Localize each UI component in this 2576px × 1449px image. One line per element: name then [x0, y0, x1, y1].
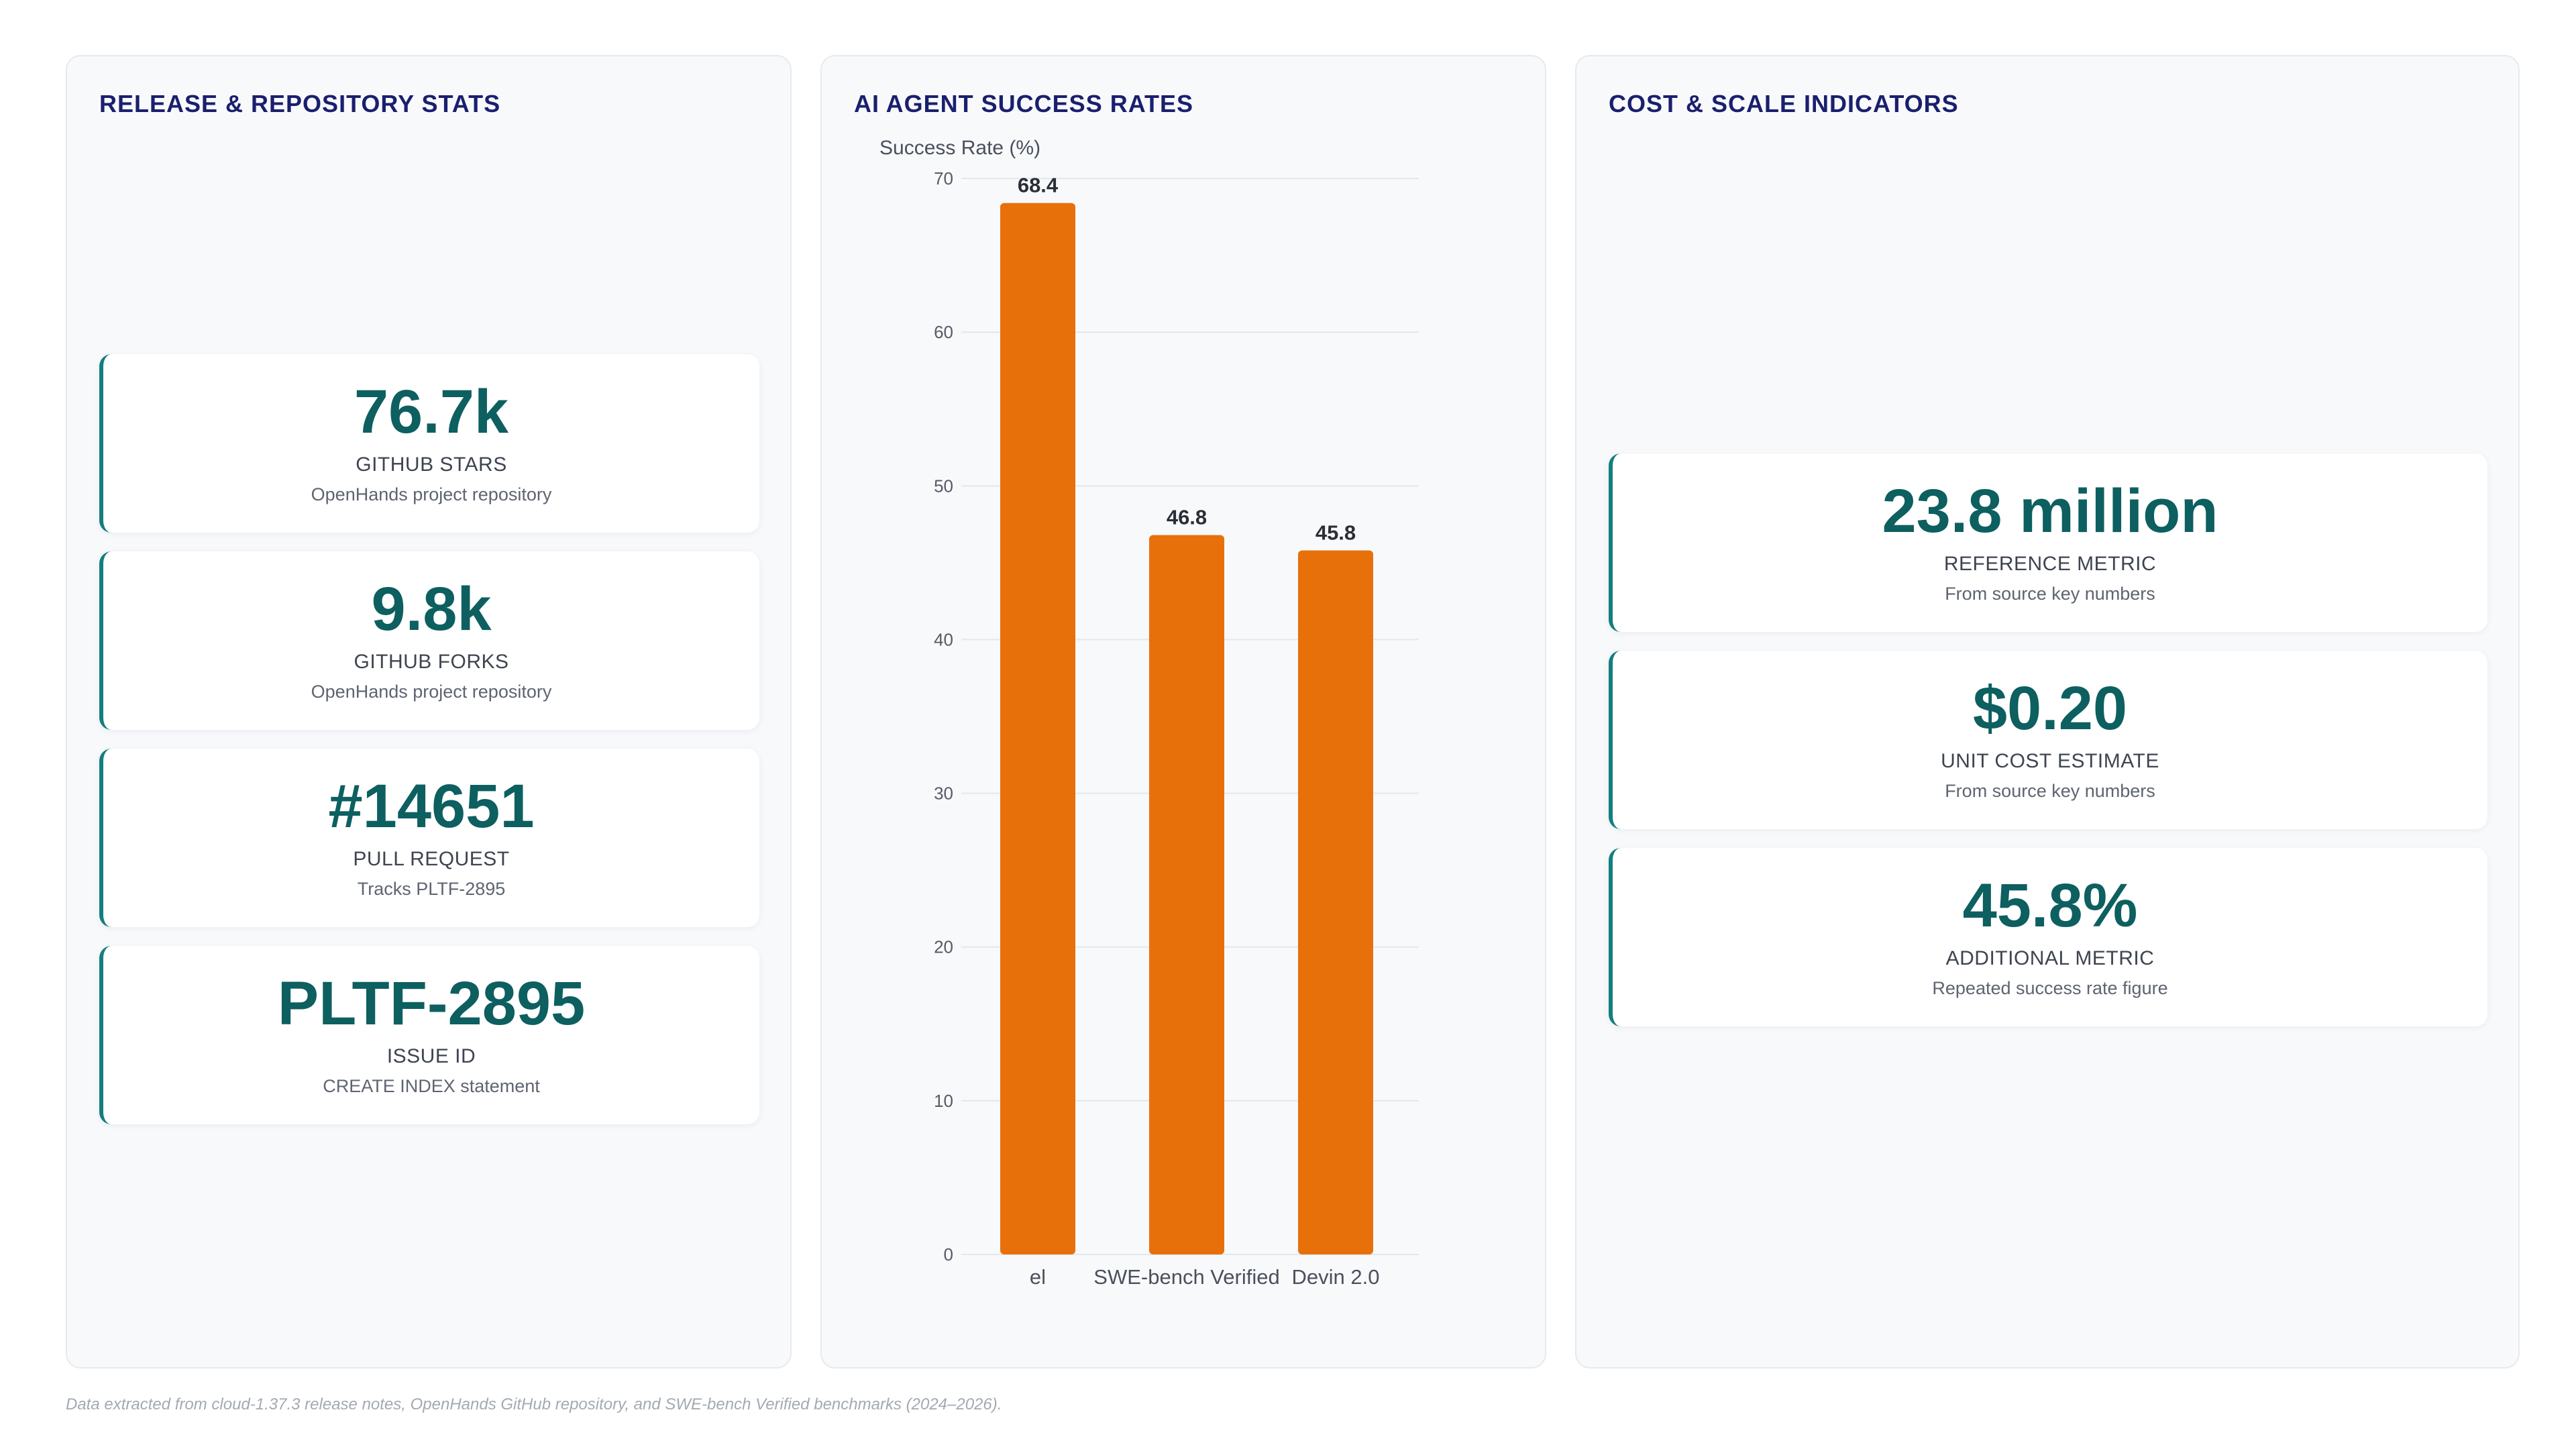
chart-labels: 68.4 el 46.8 SWE-bench Verified 45.8 Devin 2.… — [1018, 174, 1380, 1289]
stat-value: 76.7k — [354, 378, 509, 446]
stat-label: UNIT COST ESTIMATE — [1941, 750, 2159, 772]
stat-label: PULL REQUEST — [353, 848, 510, 870]
y-tick-label: 70 — [934, 168, 953, 189]
y-tick-label: 20 — [934, 937, 953, 957]
cost-scale-panel: COST & SCALE INDICATORS 23.8 million REF… — [1575, 55, 2520, 1368]
y-tick-label: 10 — [934, 1091, 953, 1111]
y-tick-label: 60 — [934, 322, 953, 342]
bar — [1149, 535, 1224, 1254]
y-tick-label: 0 — [944, 1244, 953, 1265]
stat-label: GITHUB FORKS — [354, 651, 509, 673]
stat-value: 45.8% — [1962, 871, 2138, 940]
y-axis-label: Success Rate (%) — [879, 137, 1040, 159]
bar — [1298, 550, 1373, 1255]
x-tick-label: SWE-bench Verified — [1093, 1265, 1279, 1289]
release-repository-panel: RELEASE & REPOSITORY STATS 76.7k GITHUB … — [66, 55, 792, 1368]
stat-label: GITHUB STARS — [356, 453, 507, 476]
stat-subtext: CREATE INDEX statement — [323, 1076, 540, 1096]
x-tick-label: Devin 2.0 — [1292, 1265, 1380, 1289]
stat-value: 9.8k — [371, 575, 492, 643]
bar-value-label: 46.8 — [1167, 506, 1207, 529]
stat-value: 23.8 million — [1882, 477, 2218, 545]
chart-bars — [1000, 203, 1373, 1255]
stat-card-additional-metric: 45.8% ADDITIONAL METRIC Repeated success… — [1609, 848, 2487, 1026]
stat-card-unit-cost: $0.20 UNIT COST ESTIMATE From source key… — [1609, 651, 2487, 829]
stat-value: PLTF-2895 — [277, 969, 586, 1038]
stat-label: ISSUE ID — [386, 1045, 476, 1067]
stat-card-issue-id: PLTF-2895 ISSUE ID CREATE INDEX statemen… — [99, 946, 759, 1124]
stat-card-github-forks: 9.8k GITHUB FORKS OpenHands project repo… — [99, 551, 759, 730]
bar-value-label: 45.8 — [1316, 521, 1356, 545]
bar-value-label: 68.4 — [1018, 174, 1059, 197]
stat-label: ADDITIONAL METRIC — [1945, 947, 2155, 969]
stat-label: REFERENCE METRIC — [1943, 553, 2157, 575]
stat-subtext: From source key numbers — [1945, 584, 2155, 604]
footnote: Data extracted from cloud-1.37.3 release… — [66, 1395, 1002, 1413]
stat-card-reference-metric: 23.8 million REFERENCE METRIC From sourc… — [1609, 453, 2487, 632]
y-tick-label: 50 — [934, 476, 953, 496]
stat-card-github-stars: 76.7k GITHUB STARS OpenHands project rep… — [99, 354, 759, 533]
success-rate-bar-chart: Success Rate (%) 0 10 20 30 40 50 60 70 68.4 el 46… — [879, 137, 1419, 1289]
bar — [1000, 203, 1075, 1254]
stat-subtext: Repeated success rate figure — [1932, 978, 2168, 998]
stat-subtext: From source key numbers — [1945, 781, 2155, 801]
stat-value: #14651 — [328, 772, 535, 841]
stat-value: $0.20 — [1972, 674, 2128, 743]
chart-axis: Success Rate (%) 0 10 20 30 40 50 60 70 — [879, 137, 1040, 1265]
panel-title: COST & SCALE INDICATORS — [1609, 90, 1959, 117]
stat-subtext: OpenHands project repository — [311, 682, 552, 702]
x-tick-label: el — [1030, 1265, 1046, 1289]
y-tick-label: 30 — [934, 784, 953, 804]
stat-subtext: Tracks PLTF-2895 — [357, 879, 506, 899]
panel-title: AI AGENT SUCCESS RATES — [854, 90, 1194, 117]
stat-card-pull-request: #14651 PULL REQUEST Tracks PLTF-2895 — [99, 749, 759, 927]
y-tick-label: 40 — [934, 629, 953, 649]
stat-subtext: OpenHands project repository — [311, 484, 552, 504]
panel-title: RELEASE & REPOSITORY STATS — [99, 90, 501, 117]
success-rates-panel: AI AGENT SUCCESS RATES Success Rate (%) 0… — [820, 55, 1546, 1368]
